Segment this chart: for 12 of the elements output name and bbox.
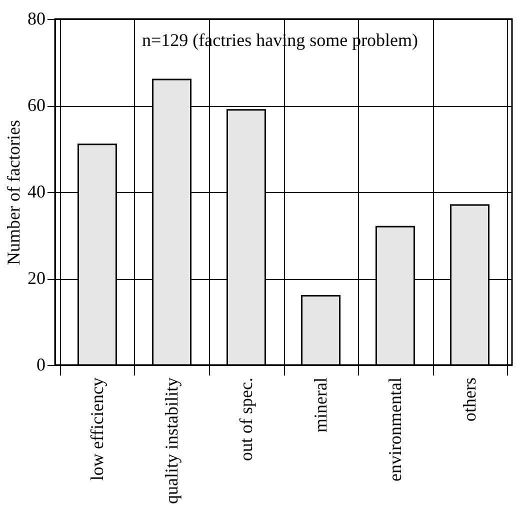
x-tick-label: others	[459, 378, 480, 422]
x-tick-label: mineral	[310, 378, 330, 432]
y-tick-label: 40	[28, 182, 46, 202]
x-tick-label: out of spec.	[236, 378, 256, 461]
y-tick-label: 80	[28, 8, 46, 28]
y-axis-title: Number of factories	[4, 120, 24, 265]
y-tick-label: 0	[36, 354, 46, 374]
y-tick-label: 60	[28, 95, 46, 115]
y-tick-label: 20	[28, 268, 46, 288]
x-tick-label: environmental	[384, 378, 405, 482]
x-tick-label: quality instability	[161, 378, 182, 504]
x-tick-label: low efficiency	[86, 378, 107, 481]
